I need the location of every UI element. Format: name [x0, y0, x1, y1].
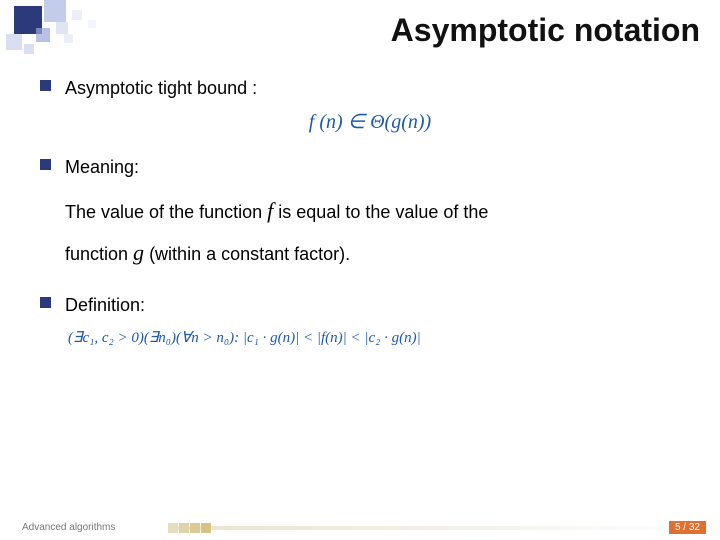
- formula-theta: f (n) ∈ Θ(g(n)): [40, 109, 700, 134]
- footer-gradient-line: [170, 526, 720, 530]
- page-number-badge: 5 / 32: [669, 521, 706, 534]
- meaning-line-2: function g (within a constant factor).: [65, 232, 700, 274]
- slide-title: Asymptotic notation: [391, 12, 700, 49]
- footer-squares: [168, 523, 211, 533]
- symbol-f: f: [267, 198, 273, 223]
- bullet-label: Meaning:: [65, 154, 139, 180]
- meaning-line-1: The value of the function f is equal to …: [65, 190, 700, 232]
- text: function: [65, 244, 133, 264]
- bullet-square-icon: [40, 297, 51, 308]
- slide-footer: Advanced algorithms 5 / 32: [0, 514, 720, 540]
- header-decor: [0, 0, 150, 55]
- bullet-square-icon: [40, 80, 51, 91]
- bullet-tight-bound: Asymptotic tight bound :: [40, 75, 700, 101]
- bullet-label: Definition:: [65, 292, 145, 318]
- bullet-label: Asymptotic tight bound :: [65, 75, 257, 101]
- footer-label: Advanced algorithms: [22, 522, 115, 533]
- bullet-square-icon: [40, 159, 51, 170]
- slide-content: Asymptotic tight bound : f (n) ∈ Θ(g(n))…: [40, 75, 700, 347]
- bullet-definition: Definition:: [40, 292, 700, 318]
- formula-definition: (∃c₁, c₂ > 0)(∃n₀)(∀n > n₀): |c₁ · g(n)|…: [68, 328, 700, 347]
- text: (within a constant factor).: [149, 244, 350, 264]
- text: The value of the function: [65, 202, 267, 222]
- meaning-body: The value of the function f is equal to …: [65, 190, 700, 274]
- symbol-g: g: [133, 240, 144, 265]
- text: is equal to the value of the: [278, 202, 488, 222]
- bullet-meaning: Meaning:: [40, 154, 700, 180]
